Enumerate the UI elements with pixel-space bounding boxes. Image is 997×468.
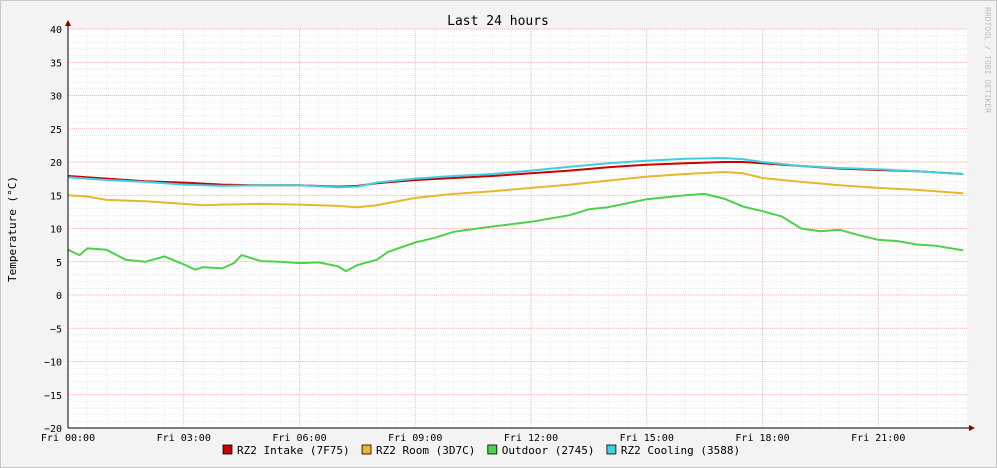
series-line — [67, 171, 964, 209]
x-tick-label: Fri 15:00 — [620, 433, 674, 444]
legend-label: RZ2 Intake (7F75) — [237, 444, 350, 457]
x-tick-label: Fri 00:00 — [41, 433, 95, 444]
x-tick-label: Fri 12:00 — [504, 433, 558, 444]
y-tick-label: 35 — [50, 58, 62, 69]
chart-title: Last 24 hours — [447, 14, 549, 29]
legend-swatch — [487, 444, 498, 455]
y-tick-label: −5 — [50, 324, 62, 335]
y-tick-label: 20 — [50, 158, 62, 169]
x-tick-label: Fri 09:00 — [388, 433, 442, 444]
x-tick-label: Fri 03:00 — [157, 433, 211, 444]
x-tick-label: Fri 18:00 — [735, 433, 789, 444]
legend-swatch — [222, 444, 233, 455]
y-tick-label: −15 — [44, 391, 62, 402]
grid-lines — [67, 28, 967, 429]
x-tick-label: Fri 06:00 — [272, 433, 326, 444]
y-axis-label: Temperature (°C) — [6, 176, 19, 282]
series-lines — [67, 157, 964, 273]
y-axis-arrow — [65, 20, 71, 26]
legend: RZ2 Intake (7F75) RZ2 Room (3D7C) Outdoor … — [222, 444, 740, 457]
series-line — [67, 192, 964, 273]
legend-swatch — [361, 444, 372, 455]
x-axis-ticks: Fri 00:00 Fri 03:00 Fri 06:00 Fri 09:00 Fri … — [41, 433, 905, 444]
plot-background — [68, 29, 967, 428]
y-tick-label: −10 — [44, 358, 62, 369]
y-tick-label: 25 — [50, 125, 62, 136]
y-axis-ticks: −20 −15 −10 −5 0 5 10 15 20 25 30 35 40 — [44, 25, 62, 435]
rrdtool-watermark: RRDTOOL / TOBI OETIKER — [983, 7, 992, 113]
x-axis-arrow — [969, 425, 975, 431]
y-tick-label: 30 — [50, 92, 62, 103]
y-tick-label: 10 — [50, 225, 62, 236]
plot-area — [68, 29, 967, 428]
legend-swatch — [606, 444, 617, 455]
y-tick-label: 5 — [56, 258, 62, 269]
axes — [65, 20, 975, 431]
legend-label: RZ2 Room (3D7C) — [376, 444, 475, 457]
legend-label: RZ2 Cooling (3588) — [621, 444, 740, 457]
y-tick-label: −20 — [44, 424, 62, 435]
y-tick-label: 40 — [50, 25, 62, 36]
y-tick-label: 0 — [56, 291, 62, 302]
series-line — [67, 157, 964, 189]
legend-label: Outdoor (2745) — [502, 444, 595, 457]
y-tick-label: 15 — [50, 191, 62, 202]
x-tick-label: Fri 21:00 — [851, 433, 905, 444]
